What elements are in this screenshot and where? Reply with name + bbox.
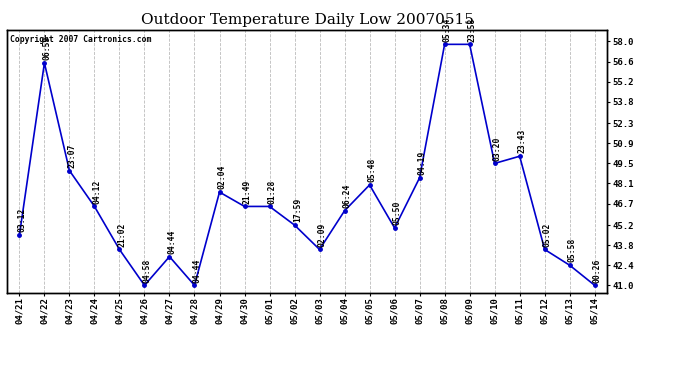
Text: 21:49: 21:49 bbox=[243, 179, 252, 204]
Text: 03:20: 03:20 bbox=[493, 136, 502, 160]
Text: 23:58: 23:58 bbox=[468, 17, 477, 42]
Text: 05:02: 05:02 bbox=[543, 222, 552, 247]
Text: 06:59: 06:59 bbox=[43, 36, 52, 60]
Text: 03:12: 03:12 bbox=[18, 208, 27, 232]
Text: 05:50: 05:50 bbox=[393, 201, 402, 225]
Text: 04:19: 04:19 bbox=[418, 151, 427, 175]
Title: Outdoor Temperature Daily Low 20070515: Outdoor Temperature Daily Low 20070515 bbox=[141, 13, 473, 27]
Text: 23:07: 23:07 bbox=[68, 143, 77, 168]
Text: 04:44: 04:44 bbox=[168, 230, 177, 254]
Text: 02:09: 02:09 bbox=[318, 222, 327, 247]
Text: 17:59: 17:59 bbox=[293, 198, 302, 222]
Text: 23:43: 23:43 bbox=[518, 129, 527, 153]
Text: 01:28: 01:28 bbox=[268, 179, 277, 204]
Text: 04:44: 04:44 bbox=[193, 258, 201, 282]
Text: 05:48: 05:48 bbox=[368, 158, 377, 182]
Text: 05:58: 05:58 bbox=[568, 238, 577, 262]
Text: 05:34: 05:34 bbox=[443, 17, 452, 42]
Text: 04:58: 04:58 bbox=[143, 258, 152, 282]
Text: 02:04: 02:04 bbox=[218, 165, 227, 189]
Text: Copyright 2007 Cartronics.com: Copyright 2007 Cartronics.com bbox=[10, 35, 151, 44]
Text: 00:26: 00:26 bbox=[593, 258, 602, 282]
Text: 04:12: 04:12 bbox=[92, 179, 101, 204]
Text: 06:24: 06:24 bbox=[343, 184, 352, 208]
Text: 21:02: 21:02 bbox=[118, 222, 127, 247]
